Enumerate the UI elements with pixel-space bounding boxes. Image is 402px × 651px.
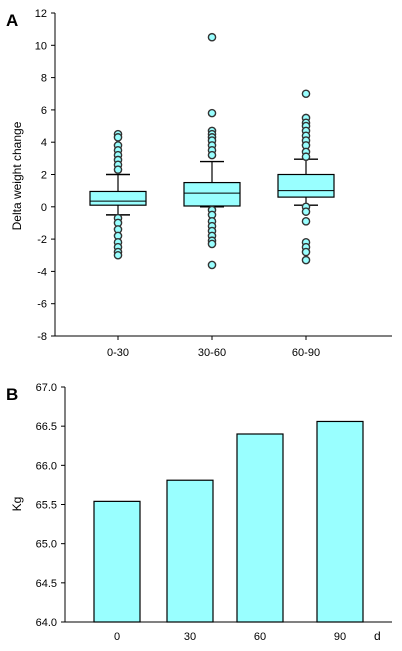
outlier-point: [113, 165, 123, 174]
outlier-point: [113, 133, 123, 142]
outlier-point: [207, 108, 217, 118]
outlier-point: [207, 239, 217, 249]
panel-a-boxes: [89, 32, 335, 270]
outlier-point: [301, 217, 311, 226]
y-tick-label: 64.0: [36, 617, 57, 629]
box-60-90: [277, 89, 335, 265]
panel-b-bars: [93, 420, 364, 623]
outlier-point: [301, 89, 311, 99]
y-tick-label: 8: [41, 73, 47, 85]
panel-a-label: A: [6, 11, 18, 30]
panel-b-x-ticks: 0 30 60 90: [114, 631, 346, 643]
y-tick-label: 0: [41, 202, 47, 214]
panel-a-y-ticks: -8 -6 -4 -2 0 2 4 6 8 10 12: [35, 8, 55, 343]
panel-b-x-axis-label: d: [374, 629, 381, 643]
box-iqr: [183, 181, 241, 207]
box-iqr: [277, 173, 335, 198]
outlier-point: [113, 250, 123, 260]
panel-b-y-ticks: 64.0 64.5 65.0 65.5 66.0 66.5 67.0: [36, 382, 65, 629]
panel-b-y-axis-label: Kg: [10, 497, 24, 512]
y-tick-label: 64.5: [36, 578, 57, 590]
x-tick-label: 30-60: [198, 347, 226, 359]
panel-a: A Delta weight change -8-6-4-2024681012 …: [6, 8, 392, 359]
bar-90: [316, 420, 364, 623]
box-iqr: [89, 190, 147, 206]
x-tick-label: 90: [334, 631, 346, 643]
x-tick-label: 60: [254, 631, 266, 643]
outlier-point: [301, 247, 311, 257]
y-tick-label: -2: [37, 234, 47, 246]
outlier-point: [301, 152, 311, 162]
outlier-point: [301, 207, 311, 216]
outlier-point: [207, 150, 217, 160]
y-tick-label: 4: [41, 137, 47, 149]
bar-60: [236, 433, 284, 623]
y-tick-label: 6: [41, 105, 47, 117]
y-tick-label: 2: [41, 170, 47, 182]
x-tick-label: 30: [184, 631, 196, 643]
x-tick-label: 60-90: [292, 347, 320, 359]
outlier-point: [207, 260, 217, 270]
panel-b: B Kg d 64.0 64.5 65.0 65.5 66.0 66.5 67.0 0 30 6…: [6, 382, 392, 643]
y-tick-label: 66.5: [36, 421, 57, 433]
box-30-60: [183, 32, 241, 270]
bar-0: [93, 500, 141, 623]
outlier-point: [301, 255, 311, 265]
panel-a-y-axis-label: Delta weight change: [10, 121, 24, 230]
y-tick-label: -4: [37, 266, 47, 278]
y-tick-label: 10: [35, 40, 47, 52]
panel-a-x-ticks: 0-30 30-60 60-90: [107, 336, 320, 359]
x-tick-label: 0-30: [107, 347, 129, 359]
panel-b-label: B: [6, 385, 18, 404]
y-tick-label: 65.5: [36, 500, 57, 512]
y-tick-label: 67.0: [36, 382, 57, 394]
panel-a-axes: [54, 13, 392, 337]
y-tick-label: 12: [35, 8, 47, 20]
outlier-point: [207, 32, 217, 42]
y-tick-label: 65.0: [36, 539, 57, 551]
box-0-30: [89, 129, 147, 260]
y-tick-label: -6: [37, 299, 47, 311]
y-tick-label: -8: [37, 331, 47, 343]
x-tick-label: 0: [114, 631, 120, 643]
bar-30: [166, 479, 214, 623]
y-tick-label: 66.0: [36, 460, 57, 472]
